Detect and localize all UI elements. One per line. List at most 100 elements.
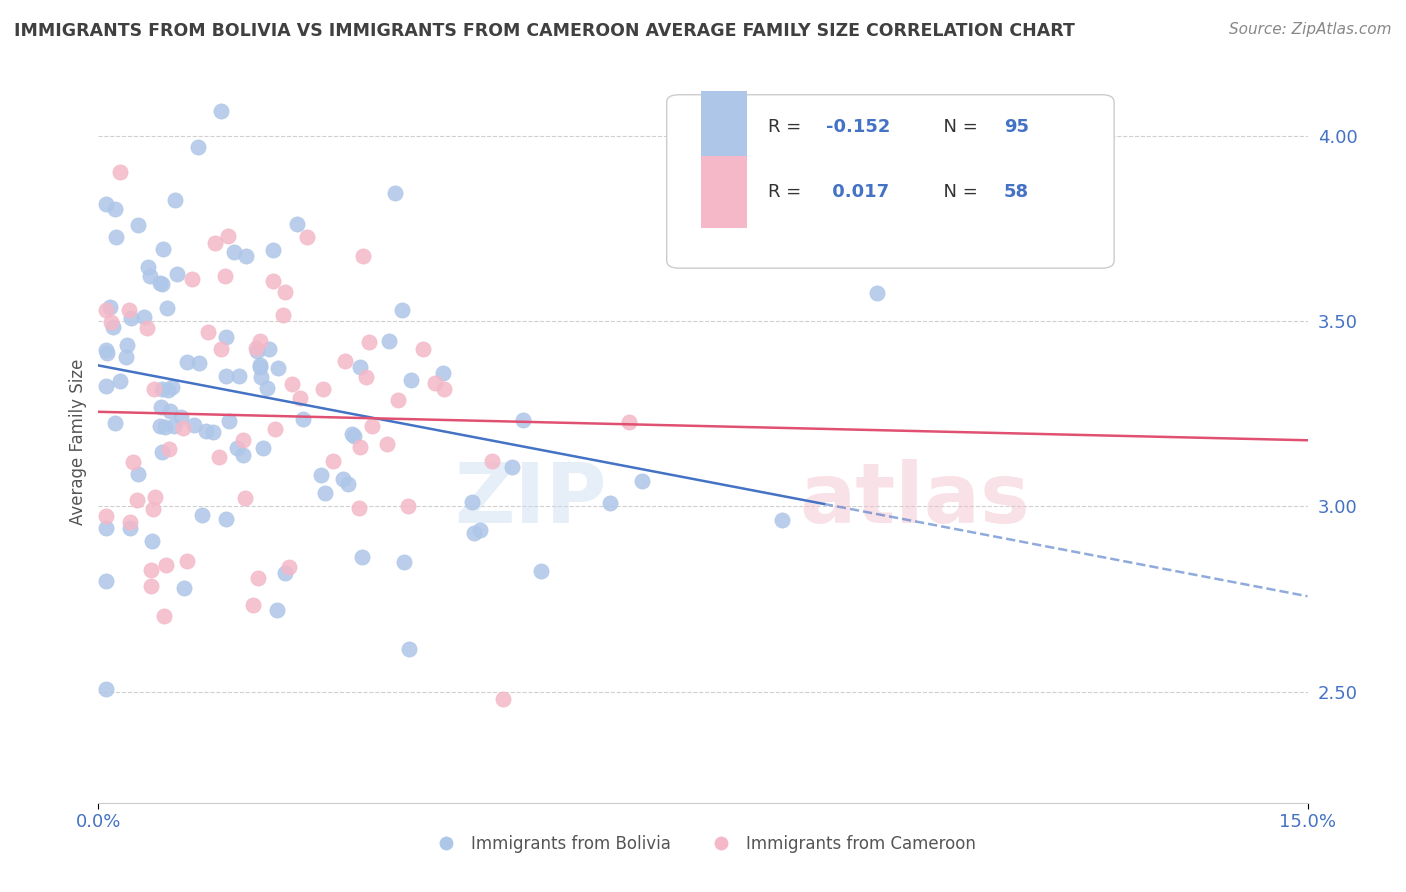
Point [481,453,503,467]
Point [215,369,238,384]
Text: R =: R = [768,119,807,136]
Point [309,467,332,482]
Point [141,579,163,593]
Text: ZIP: ZIP [454,458,606,540]
Point [384,186,406,200]
Point [176,355,198,369]
Point [201,425,224,439]
Point [218,414,240,428]
Point [159,404,181,418]
Point [232,448,254,462]
Text: 0.017: 0.017 [827,183,890,202]
Point [512,412,534,426]
Point [387,393,409,408]
Point [197,325,219,339]
Point [246,571,269,585]
Point [118,515,141,529]
Point [501,460,523,475]
Point [463,526,485,541]
Point [285,217,308,231]
Point [631,474,654,488]
Point [401,373,423,387]
Point [188,356,211,370]
FancyBboxPatch shape [700,156,747,228]
Point [425,376,447,390]
Point [349,501,371,516]
Point [136,260,159,274]
Point [96,508,118,523]
Point [246,343,269,358]
Point [249,334,271,348]
Point [157,383,180,397]
Point [217,229,239,244]
Text: R =: R = [768,183,807,202]
Point [262,274,284,288]
Text: N =: N = [932,119,983,136]
Point [165,193,187,207]
Point [180,271,202,285]
Point [281,376,304,391]
Point [332,472,354,486]
Point [349,359,371,374]
Point [470,524,492,538]
Point [187,140,209,154]
Point [215,330,238,344]
Point [222,244,245,259]
Point [96,379,118,393]
Point [135,320,157,334]
Point [127,218,149,232]
Point [343,429,366,443]
Point [108,374,131,388]
Point [530,564,553,578]
Point [104,229,127,244]
Point [208,450,231,464]
Text: IMMIGRANTS FROM BOLIVIA VS IMMIGRANTS FROM CAMEROON AVERAGE FAMILY SIZE CORRELAT: IMMIGRANTS FROM BOLIVIA VS IMMIGRANTS FR… [14,22,1076,40]
Point [120,311,142,326]
Point [104,416,127,430]
Legend: Immigrants from Bolivia, Immigrants from Cameroon: Immigrants from Bolivia, Immigrants from… [423,828,983,860]
Point [274,566,297,580]
Point [349,440,371,454]
Point [460,495,482,509]
Point [117,338,139,352]
Point [770,513,793,527]
Point [361,419,384,434]
Point [163,418,186,433]
Point [127,467,149,481]
Point [114,350,136,364]
Point [191,508,214,522]
Text: 95: 95 [1004,119,1029,136]
Point [292,412,315,426]
Point [150,382,173,396]
Point [249,358,271,372]
Point [335,354,357,368]
Point [262,243,284,257]
Point [266,602,288,616]
Point [173,581,195,595]
Point [166,268,188,282]
Point [312,382,335,396]
Point [322,453,344,467]
Point [350,549,373,564]
Point [170,409,193,424]
Point [314,485,336,500]
Point [132,310,155,324]
Point [139,268,162,283]
Text: -0.152: -0.152 [827,119,891,136]
Point [232,433,254,447]
Point [160,380,183,394]
Point [398,642,420,657]
Point [204,235,226,250]
Point [433,382,456,396]
Point [209,342,232,356]
Point [149,418,172,433]
Point [122,455,145,469]
Point [150,277,173,292]
Point [195,425,218,439]
Point [209,103,232,118]
Point [96,574,118,588]
Point [228,369,250,384]
Point [149,401,172,415]
Point [432,366,454,380]
Point [267,360,290,375]
